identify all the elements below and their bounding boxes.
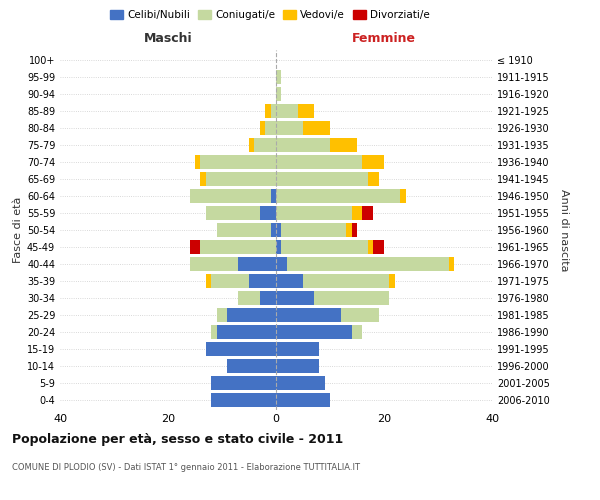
Bar [238, 290, 260, 305]
Bar [373, 240, 384, 254]
Text: Popolazione per età, sesso e stato civile - 2011: Popolazione per età, sesso e stato civil… [12, 432, 343, 446]
Bar [211, 392, 276, 407]
Bar [265, 121, 276, 136]
Bar [330, 138, 357, 152]
Bar [362, 206, 373, 220]
Bar [265, 104, 271, 118]
Bar [276, 87, 281, 102]
Bar [190, 240, 200, 254]
Bar [190, 256, 238, 271]
Bar [276, 274, 303, 288]
Bar [368, 172, 379, 186]
Bar [276, 121, 303, 136]
Bar [217, 308, 227, 322]
Bar [217, 324, 276, 339]
Bar [276, 290, 314, 305]
Bar [298, 104, 314, 118]
Bar [449, 256, 454, 271]
Bar [281, 223, 346, 237]
Bar [362, 155, 384, 170]
Bar [260, 206, 276, 220]
Bar [271, 223, 276, 237]
Text: COMUNE DI PLODIO (SV) - Dati ISTAT 1° gennaio 2011 - Elaborazione TUTTITALIA.IT: COMUNE DI PLODIO (SV) - Dati ISTAT 1° ge… [12, 462, 360, 471]
Bar [276, 392, 330, 407]
Bar [200, 240, 276, 254]
Bar [271, 189, 276, 204]
Bar [260, 121, 265, 136]
Bar [276, 256, 287, 271]
Bar [254, 138, 276, 152]
Bar [276, 324, 352, 339]
Bar [200, 155, 276, 170]
Bar [206, 206, 260, 220]
Bar [400, 189, 406, 204]
Text: Femmine: Femmine [352, 32, 416, 45]
Legend: Celibi/Nubili, Coniugati/e, Vedovi/e, Divorziati/e: Celibi/Nubili, Coniugati/e, Vedovi/e, Di… [109, 8, 431, 22]
Bar [217, 223, 271, 237]
Bar [211, 376, 276, 390]
Bar [200, 172, 206, 186]
Bar [352, 324, 362, 339]
Bar [276, 308, 341, 322]
Bar [276, 240, 281, 254]
Bar [276, 189, 400, 204]
Bar [276, 172, 368, 186]
Bar [276, 358, 319, 373]
Bar [281, 240, 368, 254]
Bar [271, 104, 276, 118]
Bar [352, 223, 357, 237]
Bar [287, 256, 449, 271]
Bar [211, 324, 217, 339]
Bar [276, 138, 330, 152]
Bar [276, 376, 325, 390]
Bar [276, 155, 362, 170]
Bar [314, 290, 389, 305]
Bar [389, 274, 395, 288]
Bar [206, 274, 211, 288]
Bar [276, 104, 298, 118]
Bar [276, 223, 281, 237]
Bar [368, 240, 373, 254]
Bar [227, 358, 276, 373]
Bar [341, 308, 379, 322]
Bar [276, 70, 281, 84]
Bar [260, 290, 276, 305]
Y-axis label: Fasce di età: Fasce di età [13, 197, 23, 263]
Bar [206, 342, 276, 356]
Bar [249, 274, 276, 288]
Bar [190, 189, 271, 204]
Text: Maschi: Maschi [143, 32, 193, 45]
Bar [238, 256, 276, 271]
Bar [303, 274, 389, 288]
Bar [249, 138, 254, 152]
Bar [276, 342, 319, 356]
Bar [195, 155, 200, 170]
Bar [206, 172, 276, 186]
Bar [276, 206, 352, 220]
Bar [303, 121, 330, 136]
Bar [211, 274, 249, 288]
Bar [346, 223, 352, 237]
Bar [352, 206, 362, 220]
Bar [227, 308, 276, 322]
Y-axis label: Anni di nascita: Anni di nascita [559, 188, 569, 271]
